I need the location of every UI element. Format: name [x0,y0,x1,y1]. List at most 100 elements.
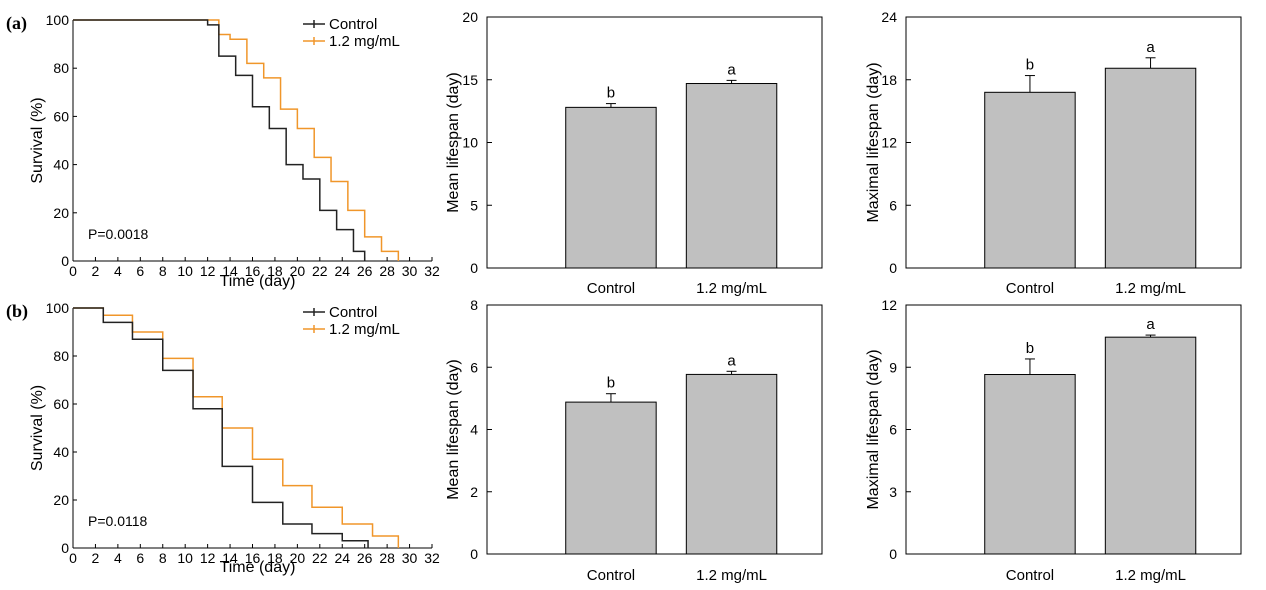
x-tick-label: 24 [334,263,350,279]
x-tick-label: 22 [312,263,328,279]
legend-label: 1.2 mg/mL [329,33,400,50]
y-axis-title: Maximal lifespan (day) [865,62,882,222]
significance-letter: b [1026,57,1034,74]
bar [565,106,657,269]
x-tick-label: 18 [267,550,283,566]
y-tick-label: 0 [61,253,69,269]
p-value-annotation: P=0.0118 [88,513,148,529]
x-tick-label: 4 [114,550,122,566]
y-tick-label: 0 [470,260,478,276]
x-tick-label: 16 [245,263,261,279]
x-tick-label: 32 [424,263,440,279]
y-tick-label: 5 [470,197,478,213]
x-tick-label: 0 [69,263,77,279]
significance-letter: b [1026,340,1034,357]
x-axis-title: Time (day) [220,559,296,576]
y-axis-title: Mean lifespan (day) [445,359,462,500]
bar [685,83,778,269]
x-tick-label: 10 [177,263,193,279]
y-tick-label: 12 [881,297,897,313]
panel-label-a: (a) [6,13,27,34]
x-tick-label: 32 [424,550,440,566]
y-tick-label: 80 [53,348,69,364]
x-category-label: 1.2 mg/mL [696,280,767,297]
bar [565,401,657,555]
x-tick-label: 6 [136,550,144,566]
y-tick-label: 100 [46,12,70,28]
series-line-control [73,19,366,261]
y-tick-label: 10 [462,135,478,151]
y-tick-label: 8 [470,297,478,313]
x-category-label: Control [1006,280,1054,297]
significance-letter: a [1146,39,1155,56]
y-axis-title: Maximal lifespan (day) [865,349,882,509]
significance-letter: a [727,61,736,78]
x-category-label: Control [587,567,635,584]
y-tick-label: 3 [889,484,897,500]
legend-label: 1.2 mg/mL [329,321,400,338]
x-tick-label: 30 [402,550,418,566]
y-tick-label: 15 [462,72,478,88]
y-tick-label: 6 [470,359,478,375]
x-tick-label: 4 [114,263,122,279]
x-tick-label: 26 [357,550,373,566]
y-tick-label: 0 [889,260,897,276]
x-tick-label: 22 [312,550,328,566]
x-category-label: 1.2 mg/mL [696,567,767,584]
series-line-treatment [73,19,400,261]
x-category-label: Control [1006,567,1054,584]
x-tick-label: 26 [357,263,373,279]
series-line-control [73,307,369,548]
legend-label: Control [329,16,377,33]
y-tick-label: 60 [53,396,69,412]
significance-letter: b [607,85,615,102]
p-value-annotation: P=0.0018 [88,226,149,242]
y-tick-label: 4 [470,422,478,438]
y-tick-label: 60 [53,108,69,124]
x-tick-label: 8 [159,550,167,566]
x-tick-label: 2 [92,263,100,279]
x-category-label: 1.2 mg/mL [1115,567,1186,584]
y-tick-label: 2 [470,484,478,500]
x-tick-label: 10 [177,550,193,566]
y-tick-label: 20 [462,9,478,25]
x-category-label: Control [587,280,635,297]
x-tick-label: 28 [379,263,395,279]
x-axis-title: Time (day) [220,273,296,290]
y-tick-label: 40 [53,157,69,173]
y-tick-label: 12 [881,135,897,151]
x-tick-label: 20 [290,550,306,566]
y-tick-label: 20 [53,205,69,221]
y-tick-label: 6 [889,197,897,213]
series-line-treatment [73,307,400,548]
y-tick-label: 9 [889,359,897,375]
x-tick-label: 8 [159,263,167,279]
bar-chart-a-max: 0 6 12 18 24 Maximal lifespan (day) b Control a 1… [865,9,1242,297]
panel-label-b: (b) [6,301,28,322]
bar-chart-b-max: 0 3 6 9 12 Maximal lifespan (day) b Control a 1.2… [865,297,1242,584]
bar-chart-b-mean: 0 2 4 6 8 Mean lifespan (day) b Control a 1.2 mg/… [445,297,823,584]
y-axis-title: Survival (%) [29,97,46,183]
x-tick-label: 18 [267,263,283,279]
x-tick-label: 20 [290,263,306,279]
significance-letter: a [1146,316,1155,333]
x-tick-label: 12 [200,263,216,279]
x-tick-label: 28 [379,550,395,566]
x-tick-label: 30 [402,263,418,279]
x-tick-label: 6 [136,263,144,279]
bar-chart-a-mean: 0 5 10 15 20 Mean lifespan (day) b Control a 1.2 … [445,9,823,297]
x-tick-label: 12 [200,550,216,566]
y-axis-title: Mean lifespan (day) [445,72,462,213]
y-tick-label: 24 [881,9,897,25]
bar [1104,67,1197,269]
x-category-label: 1.2 mg/mL [1115,280,1186,297]
x-tick-label: 2 [92,550,100,566]
y-tick-label: 6 [889,422,897,438]
x-tick-label: 16 [245,550,261,566]
bar [1104,336,1197,555]
significance-letter: b [607,375,615,392]
x-tick-label: 0 [69,550,77,566]
y-tick-label: 20 [53,492,69,508]
